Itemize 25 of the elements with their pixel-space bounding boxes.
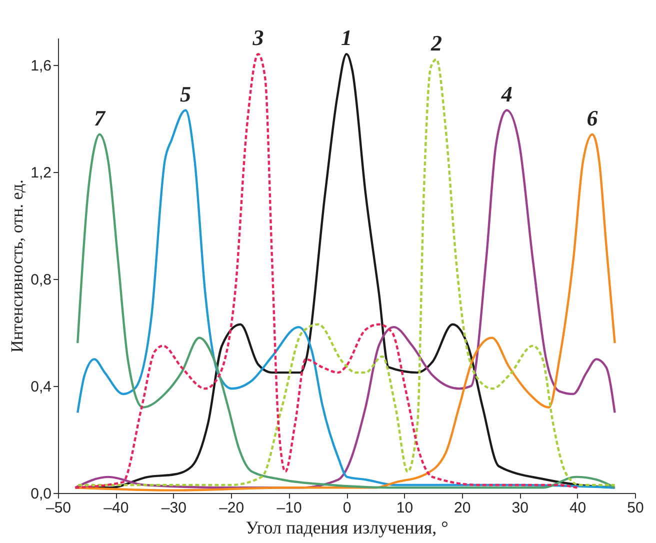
series-label: 6 <box>586 105 598 130</box>
x-tick-label: 40 <box>569 500 586 516</box>
series-label: 3 <box>252 25 264 50</box>
series-label: 5 <box>180 81 192 106</box>
y-tick-label: 0,8 <box>30 271 52 288</box>
y-tick-label: 0,4 <box>30 378 52 396</box>
y-tick-label: 1,2 <box>30 164 52 182</box>
series-label: 2 <box>430 30 442 56</box>
x-axis-title: Угол падения излучения, ° <box>246 518 448 538</box>
x-tick-label: –30 <box>161 500 186 516</box>
x-tick-label: –20 <box>219 500 244 516</box>
series-label: 7 <box>94 105 106 130</box>
x-tick-label: –10 <box>276 500 302 516</box>
y-tick-label: 1,6 <box>30 57 52 74</box>
x-tick-label: 0 <box>342 500 352 516</box>
x-tick-label: –40 <box>104 500 129 516</box>
x-tick-label: 30 <box>512 500 528 516</box>
x-tick-label: 50 <box>627 500 644 516</box>
y-axis-title: Интенсивность, отн. ед. <box>8 180 27 352</box>
series-label: 1 <box>341 25 352 50</box>
series-label: 4 <box>500 81 512 106</box>
x-tick-label: 20 <box>454 500 471 516</box>
x-tick-label: 10 <box>396 500 414 516</box>
y-tick-label: 0,0 <box>30 486 52 502</box>
x-tick-label: –50 <box>46 500 72 516</box>
